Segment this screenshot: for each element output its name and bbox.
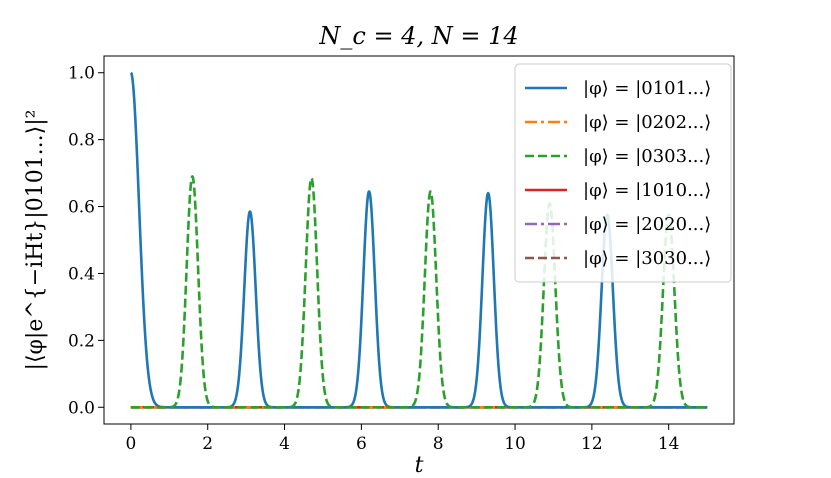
axes: 0 2 4 6 8 10 12 14 0.0 0.2 0.4 0.6 0.8 1.0 bbox=[68, 55, 735, 454]
x-tick-label: 12 bbox=[581, 434, 603, 454]
legend-label: |φ⟩ = |3030...⟩ bbox=[583, 248, 711, 269]
x-tick-label: 2 bbox=[202, 434, 213, 454]
x-tick-label: 4 bbox=[279, 434, 290, 454]
y-axis-label: |⟨φ|e^{−iHt}|0101...⟩|² bbox=[23, 110, 48, 371]
chart-title: N_c = 4, N = 14 bbox=[318, 22, 518, 50]
legend: |φ⟩ = |0101...⟩ |φ⟩ = |0202...⟩ |φ⟩ = |030… bbox=[514, 63, 732, 283]
series-line-3 bbox=[129, 175, 709, 409]
x-tick-label: 8 bbox=[433, 434, 444, 454]
y-tick-label: 0.2 bbox=[68, 331, 95, 351]
legend-label: |φ⟩ = |0101...⟩ bbox=[583, 78, 711, 99]
x-axis-label: t bbox=[415, 453, 424, 478]
legend-label: |φ⟩ = |1010...⟩ bbox=[583, 180, 711, 201]
axes-frame bbox=[103, 55, 735, 425]
legend-label: |φ⟩ = |0303...⟩ bbox=[583, 146, 711, 167]
legend-label: |φ⟩ = |0202...⟩ bbox=[583, 112, 711, 133]
y-tick-label: 0.8 bbox=[68, 131, 95, 151]
y-tick-label: 0.0 bbox=[68, 398, 95, 418]
x-tick-label: 0 bbox=[125, 434, 136, 454]
x-tick-label: 14 bbox=[658, 434, 680, 454]
y-tick-label: 0.6 bbox=[68, 198, 95, 218]
legend-box bbox=[514, 63, 732, 283]
y-tick-label: 0.4 bbox=[68, 264, 95, 284]
x-tick-label: 6 bbox=[356, 434, 367, 454]
legend-label: |φ⟩ = |2020...⟩ bbox=[583, 214, 711, 235]
x-tick-label: 10 bbox=[504, 434, 526, 454]
y-tick-label: 1.0 bbox=[68, 64, 95, 84]
